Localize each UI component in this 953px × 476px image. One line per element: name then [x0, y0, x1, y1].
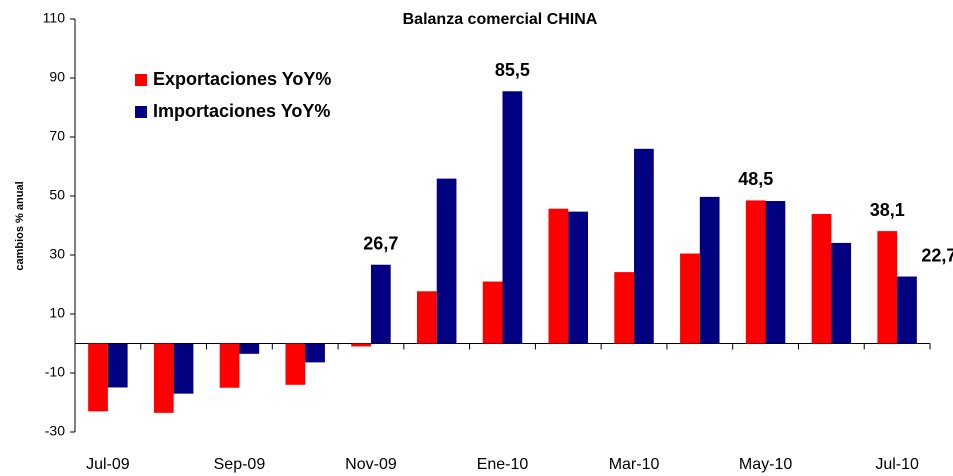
y-tick-label: -30 — [45, 423, 65, 439]
value-label: 26,7 — [363, 233, 398, 253]
value-label: 38,1 — [870, 200, 905, 220]
bar — [811, 213, 832, 344]
x-tick-label: Sep-09 — [214, 456, 266, 473]
y-tick-label: 110 — [43, 10, 66, 26]
chart-title: Balanza comercial CHINA — [403, 11, 598, 28]
bar — [680, 253, 700, 344]
bar — [370, 264, 391, 344]
legend-swatch — [135, 74, 147, 86]
legend-swatch — [135, 106, 147, 118]
x-tick-label: Ene-10 — [477, 456, 529, 473]
bar — [745, 200, 766, 344]
y-axis-label: cambios % anual — [14, 181, 26, 270]
value-label: 22,7 — [921, 245, 953, 265]
bar — [219, 343, 240, 388]
y-tick-label: 90 — [49, 69, 65, 85]
x-tick-label: Mar-10 — [609, 456, 660, 473]
legend-label: Importaciones YoY% — [153, 101, 330, 121]
y-tick-label: -10 — [45, 364, 65, 380]
bar — [417, 291, 437, 344]
bar — [877, 231, 898, 344]
bar — [699, 196, 720, 344]
x-tick-label: Jul-09 — [86, 456, 130, 473]
bar — [568, 211, 588, 344]
legend-label: Exportaciones YoY% — [153, 69, 331, 89]
bar — [897, 276, 917, 344]
x-tick-label: Jul-10 — [875, 456, 919, 473]
y-tick-label: 10 — [49, 305, 65, 321]
bar — [351, 343, 371, 347]
x-tick-label: May-10 — [739, 456, 792, 473]
bar — [482, 281, 503, 344]
bar — [634, 148, 654, 344]
y-tick-label: 70 — [49, 128, 65, 144]
bar — [88, 343, 108, 412]
y-tick-label: 50 — [49, 187, 65, 203]
bar — [239, 343, 260, 354]
bar — [831, 242, 852, 344]
value-label: 48,5 — [738, 169, 773, 189]
bar — [548, 208, 569, 344]
bar — [153, 343, 174, 413]
value-label: 85,5 — [495, 60, 530, 80]
bar — [614, 272, 635, 344]
bar — [305, 343, 325, 363]
bar — [765, 201, 786, 344]
bar — [502, 91, 523, 344]
y-tick-label: 30 — [49, 246, 65, 262]
bar — [436, 178, 457, 344]
bar — [107, 343, 128, 388]
x-tick-label: Nov-09 — [345, 456, 397, 473]
bar — [285, 343, 306, 385]
bar — [173, 343, 194, 394]
